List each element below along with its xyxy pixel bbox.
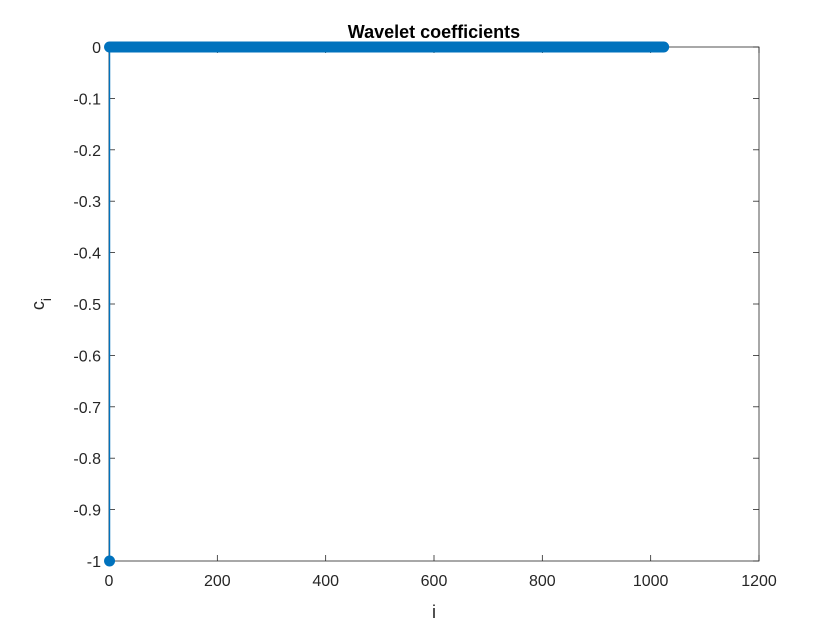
x-tick-label: 1200 [741,573,777,590]
x-tick-label: 200 [204,573,231,590]
stem-marker [104,555,116,567]
tick-labels: 0 200 400 600 800 1000 1200 0 -0.1 -0.2 -0.3 -0.4 -0… [73,40,776,590]
x-tick-label: 600 [421,573,448,590]
x-tick-label: 1000 [633,573,669,590]
y-tick-label: -0.8 [73,451,101,468]
y-tick-label: -0.9 [73,503,101,520]
x-tick-label: 800 [529,573,556,590]
plot-area [108,46,760,562]
y-tick-label: -0.3 [73,194,101,211]
y-tick-label: -0.5 [73,297,101,314]
chart-title: Wavelet coefficients [348,22,520,42]
y-tick-label: -0.2 [73,143,101,160]
y-tick-label: -0.6 [73,348,101,365]
x-axis-label: i [432,602,436,622]
y-axis-label-group: ci [28,298,54,310]
x-tick-label: 0 [105,573,114,590]
y-axis-label-subscript: i [38,298,54,301]
y-tick-label: -0.1 [73,91,101,108]
y-axis-label: ci [28,298,54,310]
y-tick-label: -1 [87,554,101,571]
y-tick-label: -0.4 [73,246,101,263]
y-tick-label: 0 [92,40,101,57]
y-axis-label-main: c [28,301,48,310]
y-tick-label: -0.7 [73,400,101,417]
data-marks [104,41,670,567]
x-tick-label: 400 [312,573,339,590]
